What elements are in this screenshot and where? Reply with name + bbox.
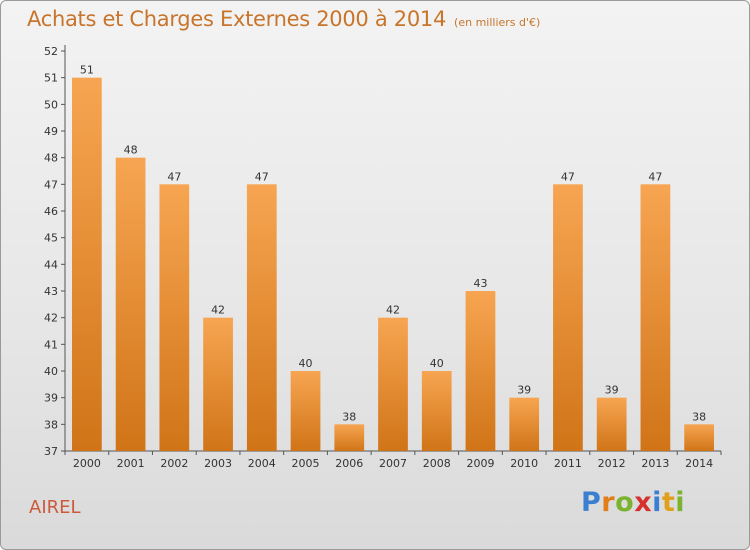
y-tick-label: 51 (44, 72, 58, 85)
bar (465, 291, 496, 451)
bar (246, 184, 277, 452)
x-tick-label: 2001 (117, 457, 145, 470)
chart-subtitle: (en milliers d'€) (454, 16, 541, 29)
data-label: 38 (692, 410, 706, 423)
data-label: 47 (648, 170, 662, 183)
x-tick-label: 2011 (554, 457, 582, 470)
x-tick-label: 2009 (466, 457, 494, 470)
y-tick-label: 49 (44, 125, 58, 138)
y-tick-label: 47 (44, 178, 58, 191)
y-tick-label: 37 (44, 445, 58, 458)
data-label: 40 (299, 357, 313, 370)
y-tick-label: 38 (44, 418, 58, 431)
y-tick-label: 40 (44, 365, 58, 378)
data-label: 39 (517, 384, 531, 397)
data-label: 47 (255, 170, 269, 183)
x-tick-label: 2010 (510, 457, 538, 470)
bar (509, 397, 540, 451)
x-tick-label: 2012 (598, 457, 626, 470)
x-tick-label: 2004 (248, 457, 276, 470)
chart-title: Achats et Charges Externes 2000 à 2014 (27, 7, 447, 31)
logo-letter: o (615, 487, 635, 518)
logo-letter: x (634, 487, 653, 518)
logo-letter: P (581, 487, 602, 518)
y-tick-label: 46 (44, 205, 58, 218)
y-tick-label: 42 (44, 312, 58, 325)
proxiti-logo: Proxiti (581, 487, 685, 518)
y-tick-label: 41 (44, 338, 58, 351)
bar (378, 317, 408, 451)
bar (203, 317, 233, 451)
x-tick-label: 2007 (379, 457, 407, 470)
bar (640, 184, 671, 452)
logo-letter: i (652, 487, 662, 518)
data-label: 48 (124, 144, 138, 157)
x-tick-label: 2003 (204, 457, 232, 470)
x-tick-label: 2002 (160, 457, 188, 470)
bar (334, 424, 365, 451)
data-label: 42 (211, 304, 225, 317)
data-labels: 51 48 47 42 47 40 38 42 40 43 39 47 39 47 38 (80, 64, 706, 424)
data-label: 47 (167, 170, 181, 183)
x-axis-ticks: 2000 2001 2002 2003 2004 2005 2006 2007 2008 2009… (64, 451, 722, 470)
data-label: 42 (386, 304, 400, 317)
bar (553, 184, 583, 452)
x-tick-label: 2005 (292, 457, 320, 470)
x-tick-label: 2014 (685, 457, 713, 470)
x-tick-label: 2013 (641, 457, 669, 470)
bar (159, 184, 190, 452)
y-tick-label: 43 (44, 285, 58, 298)
bar (421, 371, 452, 451)
y-tick-label: 48 (44, 152, 58, 165)
data-label: 39 (605, 384, 619, 397)
y-tick-label: 44 (44, 258, 58, 271)
x-tick-label: 2008 (423, 457, 451, 470)
bar (684, 424, 715, 451)
bars (71, 77, 715, 452)
bar (71, 77, 102, 452)
y-tick-label: 52 (44, 45, 58, 58)
bar (290, 371, 321, 451)
logo-letter: r (601, 487, 616, 518)
bar (115, 157, 146, 451)
title-block: Achats et Charges Externes 2000 à 2014 (e… (27, 7, 540, 31)
data-label: 51 (80, 64, 94, 77)
bar (596, 397, 627, 451)
logo-letter: i (675, 487, 686, 518)
y-axis-ticks: 37 38 39 40 41 42 43 44 45 46 47 48 49 50 51 52 (44, 45, 65, 458)
x-tick-label: 2006 (335, 457, 363, 470)
data-label: 40 (430, 357, 444, 370)
data-label: 43 (473, 277, 487, 290)
commune-name: AIREL (29, 497, 81, 518)
data-label: 47 (561, 170, 575, 183)
y-tick-label: 50 (44, 98, 58, 111)
x-tick-label: 2000 (73, 457, 101, 470)
y-tick-label: 39 (44, 392, 58, 405)
y-tick-label: 45 (44, 232, 58, 245)
logo-letter: t (661, 487, 676, 518)
data-label: 38 (342, 410, 356, 423)
